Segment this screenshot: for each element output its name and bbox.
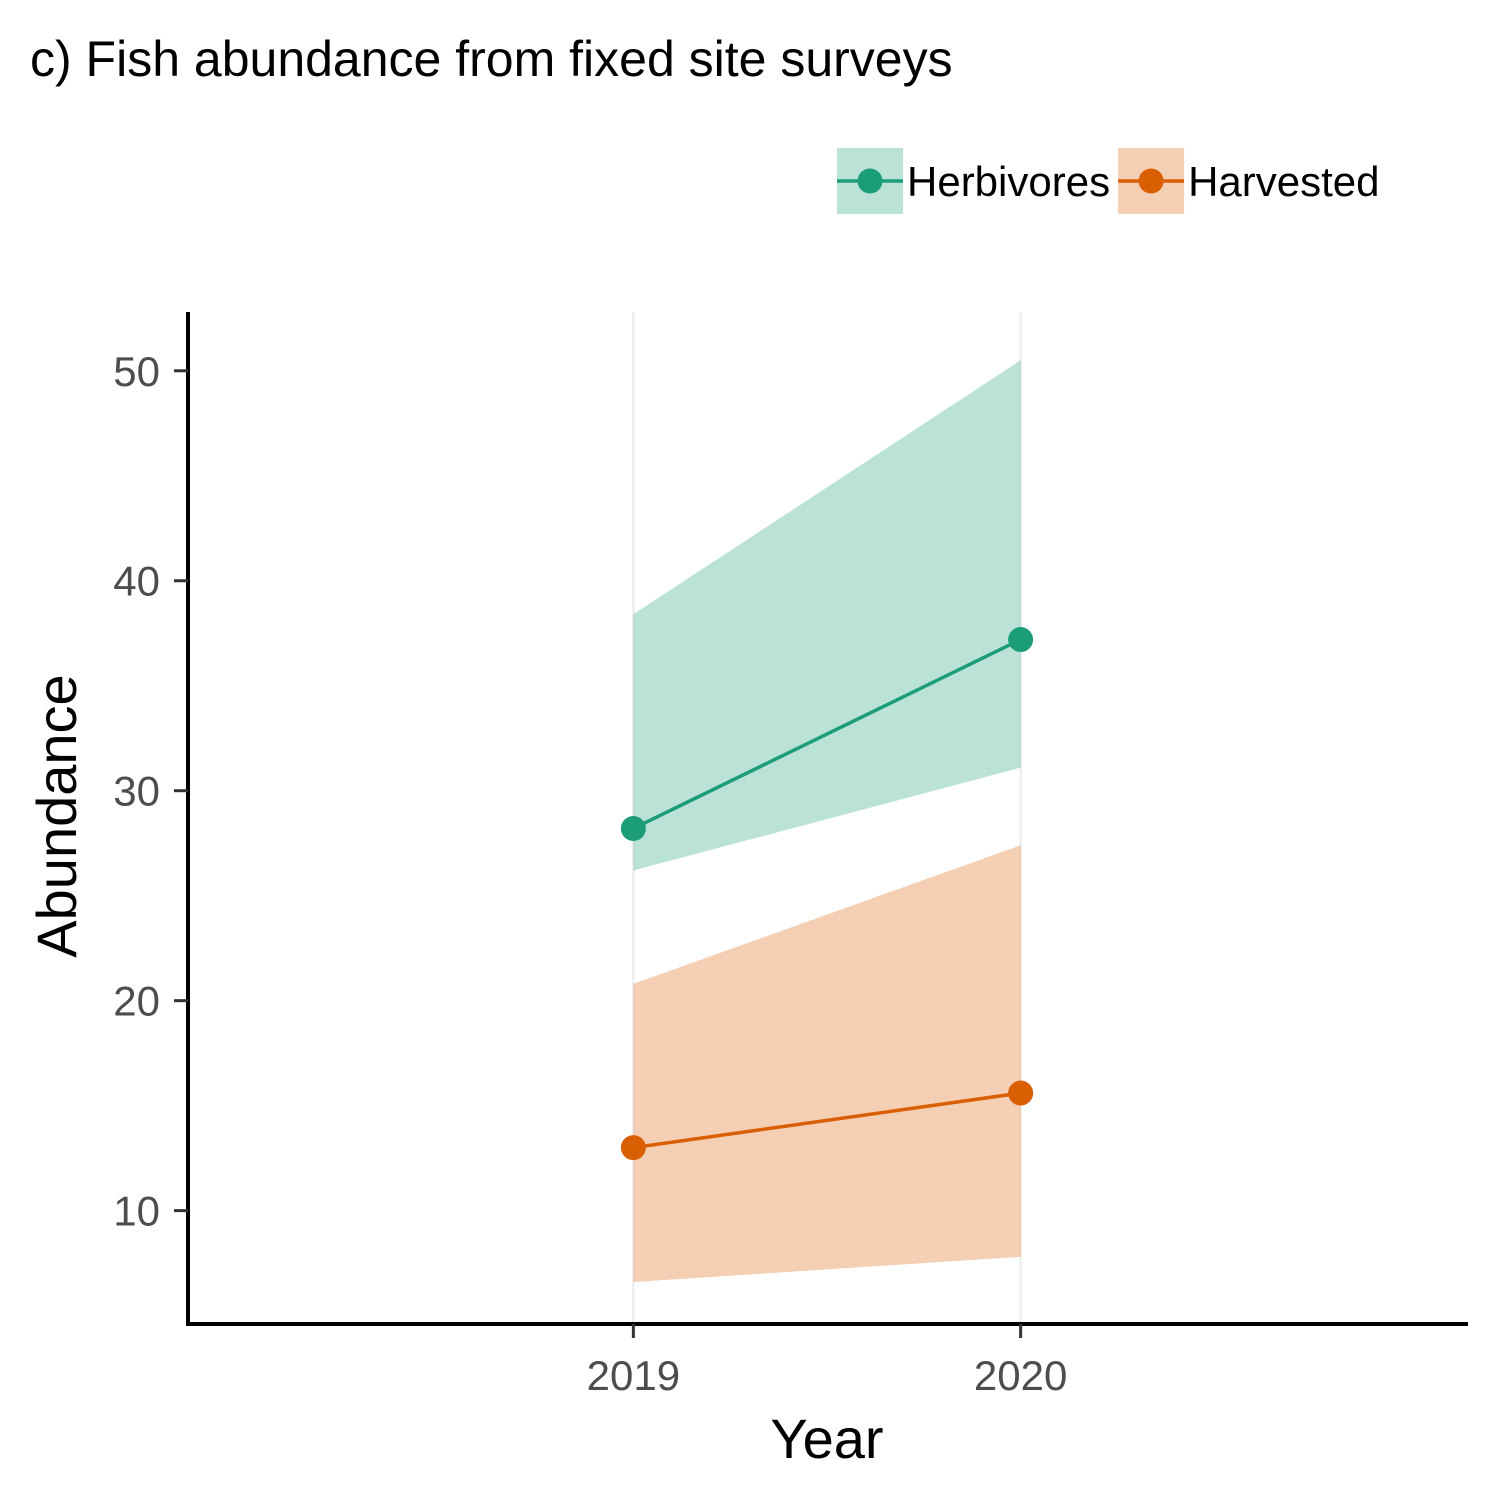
- y-tick-label: 40: [113, 558, 160, 605]
- y-axis-title: Abundance: [25, 674, 88, 957]
- line-herbivores: [632, 637, 1022, 831]
- y-tick-label: 30: [113, 768, 160, 815]
- confidence-ribbons: [633, 360, 1021, 1283]
- legend-key-point: [1138, 168, 1164, 194]
- legend-key-point: [857, 168, 883, 194]
- point-harvested: [1008, 1080, 1034, 1106]
- y-tick-label: 50: [113, 348, 160, 395]
- ribbon-herbivores: [633, 360, 1021, 871]
- legend: Herbivores Harvested: [837, 148, 1380, 214]
- y-axis-ticks: 10 20 30 40 50: [113, 348, 188, 1235]
- legend-item-harvested: Harvested: [1118, 148, 1380, 214]
- y-tick-label: 20: [113, 978, 160, 1025]
- plot-area: [620, 312, 1034, 1324]
- axes: 10 20 30 40 50 2019 2020: [113, 312, 1468, 1399]
- series-points: [620, 627, 1034, 1161]
- legend-item-herbivores: Herbivores: [837, 148, 1110, 214]
- x-tick-label: 2019: [587, 1352, 680, 1399]
- legend-label: Harvested: [1188, 158, 1379, 205]
- point-herbivores: [620, 815, 646, 841]
- x-tick-label: 2020: [974, 1352, 1067, 1399]
- y-tick-label: 10: [113, 1188, 160, 1235]
- point-herbivores: [1008, 627, 1034, 653]
- x-axis-title: Year: [770, 1407, 883, 1470]
- point-harvested: [620, 1135, 646, 1161]
- series-lines: [632, 637, 1022, 1150]
- legend-label: Herbivores: [907, 158, 1110, 205]
- chart-title: c) Fish abundance from fixed site survey…: [30, 31, 953, 87]
- ribbon-harvested: [633, 845, 1021, 1283]
- x-axis-ticks: 2019 2020: [587, 1324, 1067, 1399]
- line-harvested: [633, 1091, 1021, 1150]
